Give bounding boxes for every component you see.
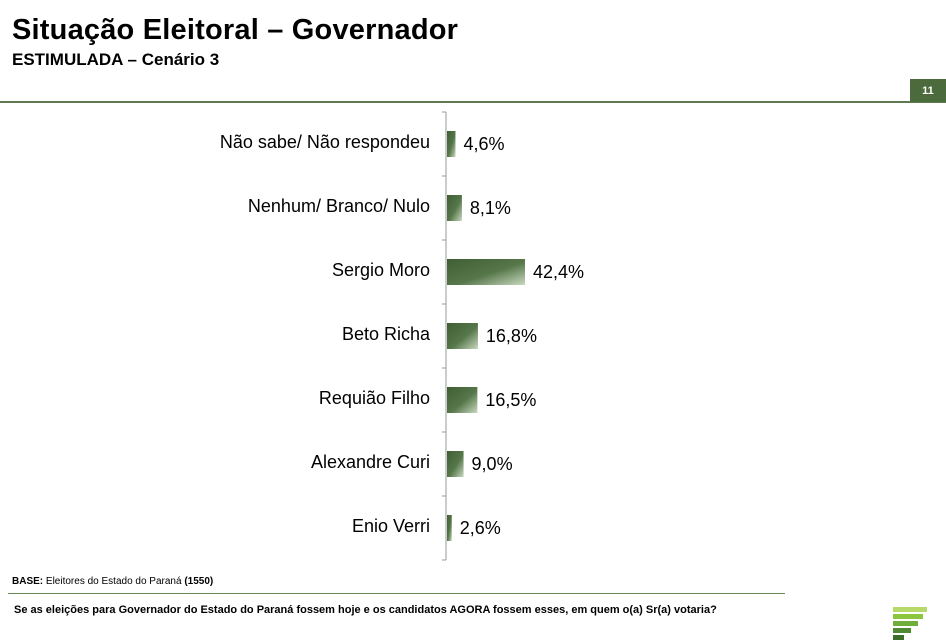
value-label: 16,5% <box>485 390 536 410</box>
base-note: BASE: Eleitores do Estado do Paraná (155… <box>12 576 213 587</box>
page-number-badge: 11 <box>910 79 946 102</box>
value-label: 4,6% <box>463 134 504 154</box>
bar <box>447 195 462 221</box>
category-label: Não sabe/ Não respondeu <box>220 132 430 152</box>
bar-chart: Não sabe/ Não respondeu Nenhum/ Branco/ N… <box>220 111 584 561</box>
category-label: Requião Filho <box>319 388 430 408</box>
stacked-bars-logo-icon <box>893 607 927 640</box>
value-label: 16,8% <box>486 326 537 346</box>
page-title: Situação Eleitoral – Governador <box>12 14 459 46</box>
bar <box>447 451 464 477</box>
category-label: Beto Richa <box>342 324 431 344</box>
base-text: Eleitores do Estado do Paraná <box>45 576 182 587</box>
value-label: 9,0% <box>472 454 513 474</box>
value-label: 2,6% <box>460 518 501 538</box>
value-label: 42,4% <box>533 262 584 282</box>
category-label: Enio Verri <box>352 516 430 536</box>
value-label: 8,1% <box>470 198 511 218</box>
page-subtitle: ESTIMULADA – Cenário 3 <box>12 50 220 69</box>
category-label: Alexandre Curi <box>311 452 430 472</box>
base-label: BASE: <box>12 576 44 587</box>
bar <box>447 515 452 541</box>
bar <box>447 259 526 285</box>
bar <box>447 131 456 157</box>
category-label: Sergio Moro <box>332 260 430 280</box>
header-divider <box>0 101 946 103</box>
base-count: (1550) <box>184 576 214 587</box>
category-label: Nenhum/ Branco/ Nulo <box>248 196 430 216</box>
footer-divider <box>8 593 785 594</box>
bar <box>447 323 478 349</box>
bar <box>447 387 478 413</box>
survey-question: Se as eleições para Governador do Estado… <box>14 604 717 616</box>
